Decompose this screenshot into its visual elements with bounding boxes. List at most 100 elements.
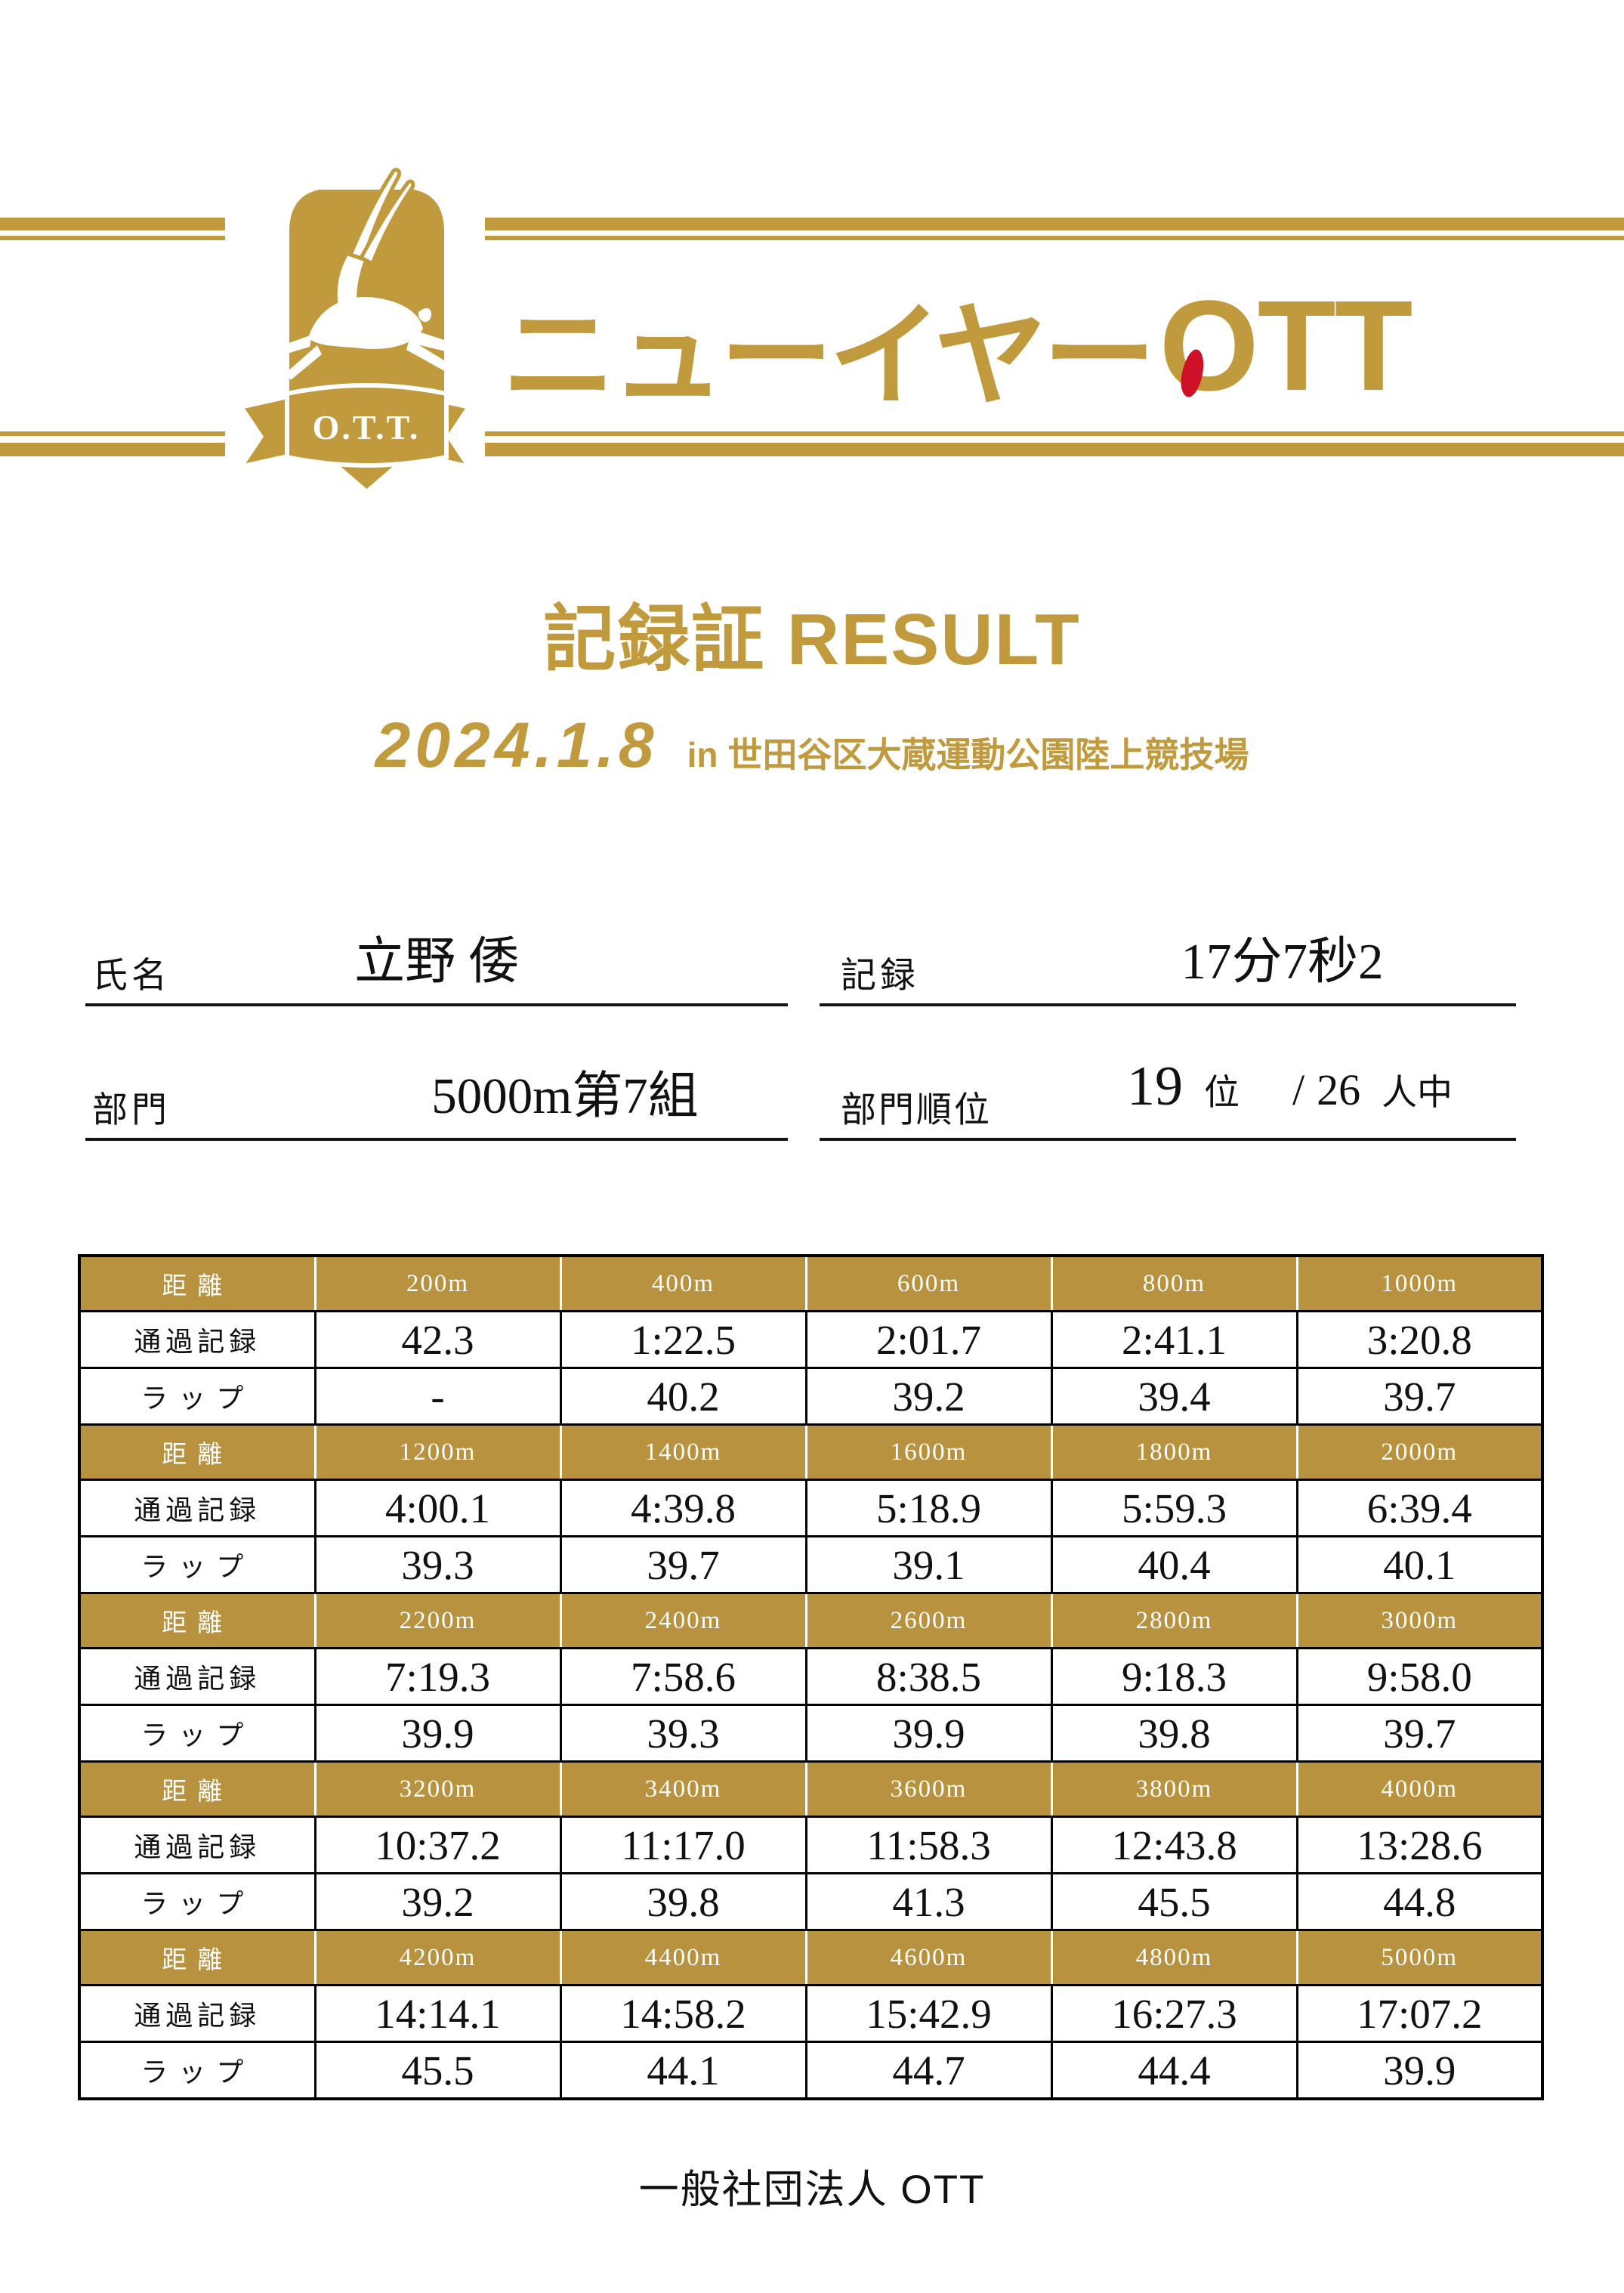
record-underline	[820, 1003, 1516, 1006]
lap-cell: 39.1	[804, 1535, 1053, 1594]
lap-row: ラップ 39.9 39.3 39.9 39.8 39.7	[78, 1704, 1544, 1763]
lap-cell: 45.5	[1050, 1872, 1298, 1931]
distance-cell: 800m	[1050, 1254, 1298, 1312]
lap-cell: 41.3	[804, 1872, 1053, 1931]
split-row: 通過記録 10:37.2 11:17.0 11:58.3 12:43.8 13:…	[78, 1816, 1544, 1874]
name-label: 氏名	[92, 956, 171, 996]
distance-cell: 400m	[559, 1254, 807, 1312]
row-label: ラップ	[78, 1872, 316, 1931]
lap-cell: 39.8	[1050, 1704, 1298, 1763]
rank-label: 部門順位	[841, 1091, 992, 1130]
split-cell: 15:42.9	[804, 1984, 1053, 2043]
distance-cell: 2400m	[559, 1592, 807, 1649]
split-cell: 4:00.1	[313, 1479, 562, 1537]
distance-cell: 2800m	[1050, 1592, 1298, 1649]
distance-header-row: 距離 4200m 4400m 4600m 4800m 5000m	[78, 1929, 1544, 1986]
distance-cell: 3400m	[559, 1760, 807, 1818]
lap-cell: -	[313, 1367, 562, 1426]
ott-shield-graphic: O.T.T.	[237, 168, 473, 489]
rank-underline	[820, 1138, 1516, 1141]
page-title: 記録証 RESULT	[0, 580, 1624, 685]
lap-cell: 39.7	[1295, 1367, 1544, 1426]
row-label: ラップ	[78, 1535, 316, 1594]
split-row: 通過記録 4:00.1 4:39.8 5:18.9 5:59.3 6:39.4	[78, 1479, 1544, 1537]
split-cell: 6:39.4	[1295, 1479, 1544, 1537]
brand-text-latin: OTT	[1159, 272, 1413, 420]
distance-cell: 3800m	[1050, 1760, 1298, 1818]
lap-cell: 40.2	[559, 1367, 807, 1426]
page-title-en: RESULT	[786, 599, 1081, 680]
distance-cell: 4400m	[559, 1929, 807, 1986]
split-cell: 5:59.3	[1050, 1479, 1298, 1537]
split-cell: 3:20.8	[1295, 1310, 1544, 1369]
lap-cell: 40.1	[1295, 1535, 1544, 1594]
distance-header-row: 距離 200m 400m 600m 800m 1000m	[78, 1254, 1544, 1312]
split-cell: 7:19.3	[313, 1647, 562, 1706]
event-location: in 世田谷区大蔵運動公園陸上競技場	[687, 735, 1249, 774]
rank-value: 19	[1126, 1055, 1183, 1117]
lap-cell: 39.9	[804, 1704, 1053, 1763]
distance-cell: 3200m	[313, 1760, 562, 1818]
lap-cell: 39.7	[559, 1535, 807, 1594]
split-cell: 13:28.6	[1295, 1816, 1544, 1874]
lap-cell: 39.3	[559, 1704, 807, 1763]
lap-cell: 39.2	[804, 1367, 1053, 1426]
lap-row: ラップ 39.3 39.7 39.1 40.4 40.1	[78, 1535, 1544, 1594]
lap-cell: 40.4	[1050, 1535, 1298, 1594]
brand-text-jp: ニューイヤー	[502, 292, 1156, 419]
split-row: 通過記録 14:14.1 14:58.2 15:42.9 16:27.3 17:…	[78, 1984, 1544, 2043]
rank-separator: /	[1292, 1065, 1305, 1114]
distance-cell: 4000m	[1295, 1760, 1544, 1818]
lap-cell: 39.2	[313, 1872, 562, 1931]
distance-header-row: 距離 2200m 2400m 2600m 2800m 3000m	[78, 1592, 1544, 1649]
split-cell: 5:18.9	[804, 1479, 1053, 1537]
split-row: 通過記録 42.3 1:22.5 2:01.7 2:41.1 3:20.8	[78, 1310, 1544, 1369]
split-cell: 11:17.0	[559, 1816, 807, 1874]
distance-cell: 200m	[313, 1254, 562, 1312]
name-underline	[85, 1003, 788, 1006]
split-cell: 2:01.7	[804, 1310, 1053, 1369]
row-label: 距離	[78, 1592, 316, 1649]
record-value: 17分7秒2	[1181, 934, 1384, 990]
split-cell: 4:39.8	[559, 1479, 807, 1537]
split-cell: 9:18.3	[1050, 1647, 1298, 1706]
distance-cell: 2000m	[1295, 1423, 1544, 1481]
row-label: 通過記録	[78, 1479, 316, 1537]
row-label: ラップ	[78, 2041, 316, 2100]
row-label: 通過記録	[78, 1816, 316, 1874]
distance-cell: 2200m	[313, 1592, 562, 1649]
brand-logotype: ニューイヤー OTT	[502, 274, 1413, 419]
split-cell: 10:37.2	[313, 1816, 562, 1874]
distance-cell: 1800m	[1050, 1423, 1298, 1481]
lap-cell: 39.8	[559, 1872, 807, 1931]
name-value: 立野 倭	[354, 934, 519, 990]
distance-header-row: 距離 1200m 1400m 1600m 1800m 2000m	[78, 1423, 1544, 1481]
distance-cell: 600m	[804, 1254, 1053, 1312]
split-cell: 7:58.6	[559, 1647, 807, 1706]
split-cell: 9:58.0	[1295, 1647, 1544, 1706]
row-label: 通過記録	[78, 1647, 316, 1706]
gazelle-horns	[347, 168, 415, 267]
lap-cell: 44.1	[559, 2041, 807, 2100]
lap-cell: 39.9	[1295, 2041, 1544, 2100]
row-label: 距離	[78, 1423, 316, 1481]
distance-header-row: 距離 3200m 3400m 3600m 3800m 4000m	[78, 1760, 1544, 1818]
lap-cell: 44.8	[1295, 1872, 1544, 1931]
distance-cell: 1200m	[313, 1423, 562, 1481]
split-cell: 8:38.5	[804, 1647, 1053, 1706]
distance-cell: 2600m	[804, 1592, 1053, 1649]
row-label: 距離	[78, 1929, 316, 1986]
division-value: 5000m第7組	[431, 1068, 699, 1124]
ribbon-banner: O.T.T.	[237, 383, 473, 469]
distance-cell: 4800m	[1050, 1929, 1298, 1986]
rank-total: 26	[1317, 1065, 1361, 1114]
lap-cell: 45.5	[313, 2041, 562, 2100]
lap-cell: 39.7	[1295, 1704, 1544, 1763]
header-rule-thin-top	[0, 236, 1624, 240]
distance-cell: 3600m	[804, 1760, 1053, 1818]
lap-cell: 39.9	[313, 1704, 562, 1763]
lap-cell: 44.7	[804, 2041, 1053, 2100]
row-label: 通過記録	[78, 1310, 316, 1369]
distance-cell: 3000m	[1295, 1592, 1544, 1649]
